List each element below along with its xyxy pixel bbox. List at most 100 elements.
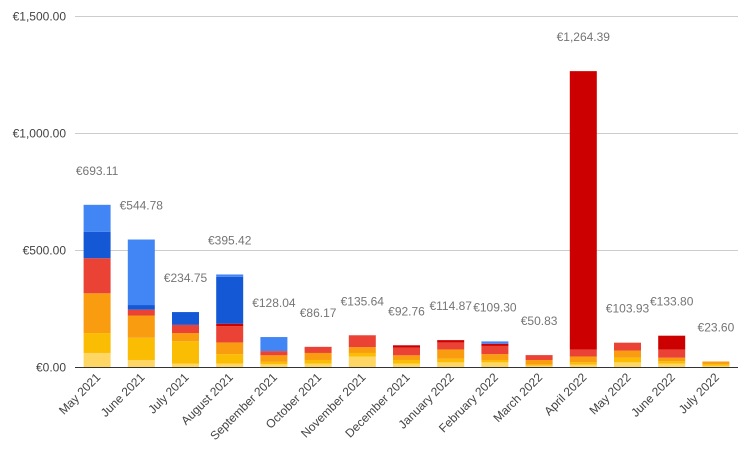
x-tick-label: April 2022 bbox=[541, 370, 589, 418]
bar-segment[interactable] bbox=[658, 363, 686, 367]
bar-segment[interactable] bbox=[348, 356, 376, 367]
bar-segment[interactable] bbox=[216, 354, 244, 364]
bar-segment[interactable] bbox=[481, 345, 509, 355]
bar-segment[interactable] bbox=[393, 363, 420, 367]
bar-segment[interactable] bbox=[260, 361, 288, 365]
bar-segment[interactable] bbox=[614, 342, 641, 351]
bar-segment[interactable] bbox=[702, 361, 730, 364]
bar-segment[interactable] bbox=[127, 359, 155, 367]
bar-segment[interactable] bbox=[127, 315, 155, 338]
bar-segment[interactable] bbox=[569, 362, 597, 365]
bar-segment[interactable] bbox=[172, 341, 199, 364]
y-tick-label: €1,500.00 bbox=[13, 10, 67, 24]
bar-segment[interactable] bbox=[569, 364, 597, 367]
bar-stack[interactable] bbox=[658, 335, 686, 367]
bar-segment[interactable] bbox=[304, 363, 332, 367]
bar-segment[interactable] bbox=[437, 358, 465, 363]
bar-stack[interactable] bbox=[260, 337, 288, 367]
bar-segment[interactable] bbox=[393, 355, 420, 360]
bar-segment[interactable] bbox=[614, 362, 641, 367]
bar-segment[interactable] bbox=[172, 363, 199, 367]
label-layer: €693.11 May 2021 €544.78 June 2021 €234.75 Ju… bbox=[56, 30, 735, 443]
bar-segment[interactable] bbox=[216, 342, 244, 355]
bar-segment[interactable] bbox=[127, 337, 155, 360]
bar-stack[interactable] bbox=[525, 355, 553, 367]
x-tick-label: May 2022 bbox=[586, 370, 633, 417]
bar-stack[interactable] bbox=[702, 361, 730, 367]
bar-total-label: €23.60 bbox=[698, 320, 735, 334]
bar-segment[interactable] bbox=[348, 352, 376, 357]
bar-segment[interactable] bbox=[260, 351, 288, 356]
bar-segment[interactable] bbox=[216, 274, 244, 277]
bar-segment[interactable] bbox=[304, 352, 332, 360]
bar-stack[interactable] bbox=[127, 239, 155, 367]
bar-segment[interactable] bbox=[525, 365, 553, 367]
bar-segment[interactable] bbox=[83, 258, 111, 294]
bar-segment[interactable] bbox=[702, 365, 730, 367]
bar-total-label: €395.42 bbox=[208, 233, 252, 247]
bar-segment[interactable] bbox=[260, 355, 288, 362]
bar-segment[interactable] bbox=[83, 352, 111, 367]
bar-segment[interactable] bbox=[658, 335, 686, 350]
bar-segment[interactable] bbox=[525, 364, 553, 366]
bar-stack[interactable] bbox=[83, 204, 111, 367]
bar-segment[interactable] bbox=[481, 362, 509, 367]
bar-segment[interactable] bbox=[304, 346, 332, 353]
bar-segment[interactable] bbox=[172, 312, 199, 325]
bar-segment[interactable] bbox=[393, 359, 420, 364]
bar-total-label: €109.30 bbox=[473, 300, 517, 314]
bar-stack[interactable] bbox=[393, 345, 420, 367]
bar-segment[interactable] bbox=[437, 362, 465, 367]
bar-segment[interactable] bbox=[348, 347, 376, 353]
bar-stack[interactable] bbox=[304, 346, 332, 367]
bar-segment[interactable] bbox=[393, 345, 420, 348]
bar-stack[interactable] bbox=[481, 341, 509, 367]
bar-segment[interactable] bbox=[437, 340, 465, 343]
bar-segment[interactable] bbox=[83, 293, 111, 334]
bar-segment[interactable] bbox=[348, 335, 376, 348]
bar-segment[interactable] bbox=[83, 204, 111, 232]
bar-segment[interactable] bbox=[525, 359, 553, 365]
bar-stack[interactable] bbox=[437, 340, 465, 367]
bar-segment[interactable] bbox=[83, 333, 111, 353]
bar-segment[interactable] bbox=[83, 231, 111, 259]
bar-segment[interactable] bbox=[260, 337, 288, 352]
bar-segment[interactable] bbox=[127, 305, 155, 310]
x-tick-label: May 2021 bbox=[56, 370, 103, 417]
bar-segment[interactable] bbox=[525, 355, 553, 360]
bar-stack[interactable] bbox=[569, 71, 597, 367]
bar-segment[interactable] bbox=[569, 356, 597, 363]
bar-segment[interactable] bbox=[172, 333, 199, 342]
bar-segment[interactable] bbox=[481, 359, 509, 363]
bar-total-label: €544.78 bbox=[120, 199, 164, 213]
bar-segment[interactable] bbox=[127, 239, 155, 306]
bar-segment[interactable] bbox=[216, 276, 244, 324]
bar-stack[interactable] bbox=[216, 274, 244, 367]
bar-segment[interactable] bbox=[216, 323, 244, 327]
bar-segment[interactable] bbox=[569, 349, 597, 357]
bar-segment[interactable] bbox=[260, 364, 288, 367]
bar-segment[interactable] bbox=[481, 343, 509, 346]
bar-segment[interactable] bbox=[393, 347, 420, 356]
bar-segment[interactable] bbox=[658, 361, 686, 364]
bar-segment[interactable] bbox=[304, 359, 332, 364]
bar-segment[interactable] bbox=[216, 326, 244, 343]
bar-segment[interactable] bbox=[614, 350, 641, 358]
bar-segment[interactable] bbox=[614, 357, 641, 363]
bar-stack[interactable] bbox=[348, 335, 376, 367]
bar-segment[interactable] bbox=[172, 324, 199, 334]
bar-segment[interactable] bbox=[658, 357, 686, 362]
bar-stack[interactable] bbox=[172, 312, 199, 367]
bar-segment[interactable] bbox=[658, 349, 686, 358]
bar-stack[interactable] bbox=[614, 342, 641, 367]
bar-segment[interactable] bbox=[702, 363, 730, 366]
bar-segment[interactable] bbox=[481, 341, 509, 344]
bar-segment[interactable] bbox=[481, 354, 509, 360]
bar-total-label: €1,264.39 bbox=[557, 30, 611, 44]
bar-segment[interactable] bbox=[216, 363, 244, 367]
bar-segment[interactable] bbox=[437, 349, 465, 359]
bar-segment[interactable] bbox=[127, 309, 155, 316]
bar-segment[interactable] bbox=[437, 342, 465, 350]
bar-segment[interactable] bbox=[569, 71, 597, 350]
